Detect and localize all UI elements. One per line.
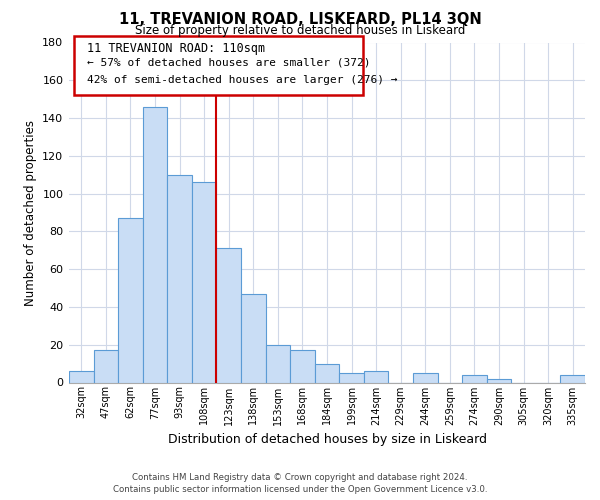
Bar bbox=[118, 218, 143, 382]
Bar bbox=[94, 350, 118, 382]
Y-axis label: Number of detached properties: Number of detached properties bbox=[24, 120, 37, 306]
Bar bbox=[290, 350, 315, 382]
Bar bbox=[364, 371, 388, 382]
Bar bbox=[217, 248, 241, 382]
Bar bbox=[560, 375, 585, 382]
Bar bbox=[462, 375, 487, 382]
Bar bbox=[192, 182, 217, 382]
Bar bbox=[143, 106, 167, 382]
Text: 42% of semi-detached houses are larger (276) →: 42% of semi-detached houses are larger (… bbox=[87, 75, 398, 85]
Bar bbox=[487, 378, 511, 382]
Bar bbox=[167, 174, 192, 382]
X-axis label: Distribution of detached houses by size in Liskeard: Distribution of detached houses by size … bbox=[167, 433, 487, 446]
Text: Contains HM Land Registry data © Crown copyright and database right 2024.
Contai: Contains HM Land Registry data © Crown c… bbox=[113, 472, 487, 494]
Bar bbox=[315, 364, 339, 382]
Bar bbox=[413, 373, 437, 382]
Text: 11 TREVANION ROAD: 110sqm: 11 TREVANION ROAD: 110sqm bbox=[87, 42, 265, 55]
Bar bbox=[241, 294, 266, 382]
Bar bbox=[339, 373, 364, 382]
Bar bbox=[69, 371, 94, 382]
Text: ← 57% of detached houses are smaller (372): ← 57% of detached houses are smaller (37… bbox=[87, 58, 371, 68]
FancyBboxPatch shape bbox=[74, 36, 363, 95]
Text: 11, TREVANION ROAD, LISKEARD, PL14 3QN: 11, TREVANION ROAD, LISKEARD, PL14 3QN bbox=[119, 12, 481, 26]
Text: Size of property relative to detached houses in Liskeard: Size of property relative to detached ho… bbox=[135, 24, 465, 37]
Bar bbox=[266, 344, 290, 383]
